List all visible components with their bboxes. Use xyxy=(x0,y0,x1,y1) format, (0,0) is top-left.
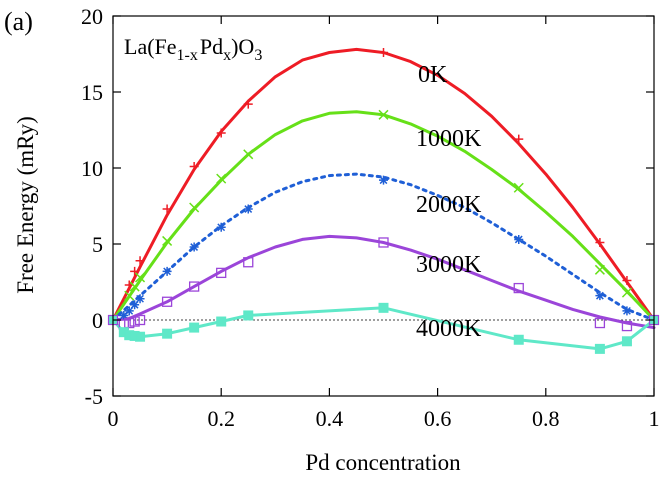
y-tick-label-2: 5 xyxy=(92,232,103,257)
data-point-2000k-10 xyxy=(595,291,605,301)
data-point-1000k-0 xyxy=(124,290,135,301)
y-tick-label-1: 0 xyxy=(92,308,103,333)
data-point-1000k-7 xyxy=(378,109,389,120)
data-point-2000k-8 xyxy=(379,175,388,185)
title-base: La(Fe xyxy=(124,34,177,59)
data-point-2000k-5 xyxy=(189,242,199,252)
data-point-0k-7 xyxy=(379,47,388,57)
y-tick-label-0: -5 xyxy=(85,384,103,409)
x-tick-label-5: 1 xyxy=(649,406,660,431)
x-tick-label-0: 0 xyxy=(108,406,119,431)
x-tick-label-2: 0.4 xyxy=(316,406,344,431)
data-point-1000k-2 xyxy=(135,272,146,283)
plot-frame xyxy=(112,15,655,397)
data-point-2000k-11 xyxy=(622,306,632,316)
data-point-3000k-2 xyxy=(129,316,140,327)
x-tick-label-4: 0.8 xyxy=(532,406,560,431)
panel-label: (a) xyxy=(4,7,33,36)
data-point-2000k-7 xyxy=(243,204,253,214)
series-label-3000k: 3000K xyxy=(416,252,482,278)
data-point-4000k-10 xyxy=(594,343,605,354)
markers-layer xyxy=(107,47,660,354)
data-point-1000k-1 xyxy=(129,281,140,292)
data-point-4000k-11 xyxy=(621,336,632,347)
data-point-3000k-7 xyxy=(243,257,254,268)
data-point-0k-8 xyxy=(514,134,524,144)
data-point-4000k-7 xyxy=(243,310,254,321)
series-label-0k: 0K xyxy=(418,62,448,88)
data-point-4000k-5 xyxy=(189,322,200,333)
series-line-1000k xyxy=(111,110,656,322)
data-point-4000k-4 xyxy=(162,328,173,339)
data-point-3000k-10 xyxy=(594,317,606,329)
data-point-2000k-6 xyxy=(216,222,226,232)
y-tick-label-5: 20 xyxy=(81,4,103,29)
series-label-1000k: 1000K xyxy=(416,126,482,152)
series-line-0k xyxy=(111,47,656,322)
data-point-0k-3 xyxy=(162,204,172,214)
data-point-0k-2 xyxy=(135,256,145,266)
data-point-1000k-10 xyxy=(621,287,632,298)
y-tick-label-4: 15 xyxy=(81,80,103,105)
series-line-3000k xyxy=(111,234,656,330)
data-point-4000k-9 xyxy=(513,334,524,345)
data-point-0k-10 xyxy=(622,275,632,285)
data-point-2000k-3 xyxy=(135,294,145,304)
y-axis-label: Free Energy (mRy) xyxy=(13,116,38,294)
x-tick-label-3: 0.6 xyxy=(424,406,452,431)
data-point-3000k-6 xyxy=(216,267,227,279)
data-point-2000k-9 xyxy=(514,234,524,244)
data-point-1000k-6 xyxy=(243,149,254,160)
series-label-4000k: 4000K xyxy=(416,316,482,342)
title-mid: Pd xyxy=(200,34,223,59)
data-point-2000k-2 xyxy=(130,300,140,310)
title-sub-2: x xyxy=(223,47,231,64)
series-label-2000k: 2000K xyxy=(416,192,482,218)
x-tick-label-1: 0.2 xyxy=(207,406,235,431)
data-point-3000k-11 xyxy=(621,320,633,332)
data-point-1000k-3 xyxy=(162,235,173,246)
data-point-4000k-6 xyxy=(216,316,227,327)
data-point-4000k-3 xyxy=(135,331,146,342)
title-sub-1: 1-x xyxy=(177,47,198,64)
data-point-3000k-1 xyxy=(124,317,135,329)
data-point-0k-9 xyxy=(595,237,605,247)
x-axis-label: Pd concentration xyxy=(305,450,461,475)
data-point-2000k-0 xyxy=(119,310,129,320)
chart-title: La(Fe1-xPdx)O3 xyxy=(124,34,262,64)
data-point-1000k-8 xyxy=(513,182,524,193)
data-point-3000k-8 xyxy=(378,237,389,248)
data-point-0k-5 xyxy=(216,128,226,138)
y-tick-label-3: 10 xyxy=(81,156,103,181)
data-point-3000k-9 xyxy=(513,282,524,294)
data-point-3000k-4 xyxy=(161,296,173,307)
title-sub-3: 3 xyxy=(254,47,262,64)
title-end: )O xyxy=(231,34,254,59)
data-point-0k-1 xyxy=(130,266,140,276)
data-point-1000k-5 xyxy=(216,173,227,184)
data-point-2000k-1 xyxy=(124,306,134,316)
data-point-1000k-9 xyxy=(594,264,605,275)
data-point-0k-4 xyxy=(189,161,199,171)
series-line-2000k xyxy=(111,172,656,322)
data-point-1000k-4 xyxy=(189,202,200,213)
data-point-0k-6 xyxy=(243,99,253,109)
data-point-3000k-5 xyxy=(188,281,200,292)
data-point-3000k-3 xyxy=(134,314,146,326)
data-point-2000k-4 xyxy=(162,266,172,276)
data-point-4000k-8 xyxy=(378,302,389,313)
